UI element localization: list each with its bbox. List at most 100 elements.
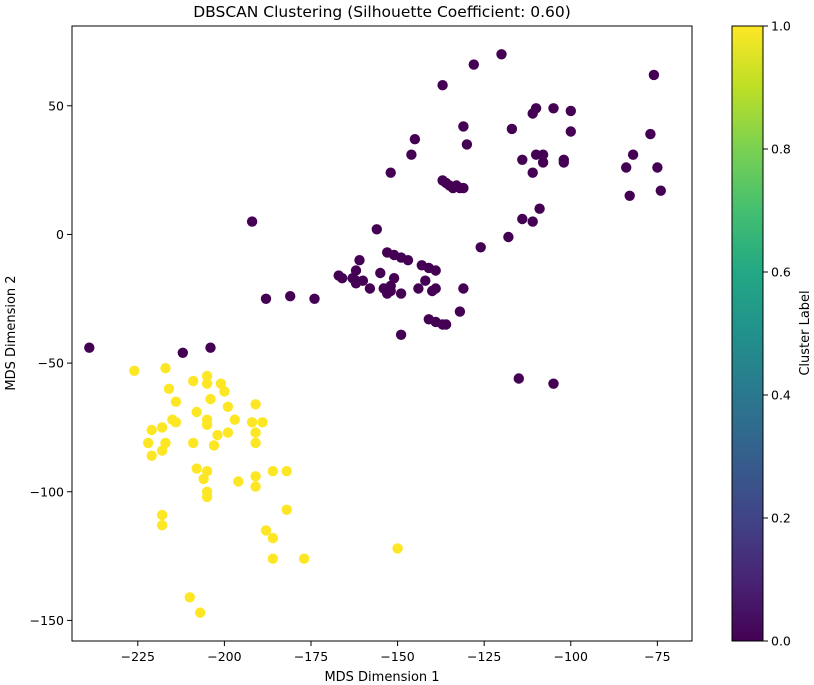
cluster-0-point-10 [506, 123, 518, 135]
cluster-0-point-38 [246, 216, 258, 227]
cluster-0-point-77 [440, 319, 452, 330]
cluster-0-point-72 [260, 293, 272, 304]
colorbar-ticks: 0.0 0.2 0.4 0.6 0.8 1.0 [763, 19, 791, 649]
cluster-0-point-9 [565, 126, 576, 137]
x-tick-label: −200 [207, 649, 241, 664]
cluster-0-point-25 [385, 167, 396, 178]
cluster-1-point-26 [143, 437, 154, 449]
colorbar-tick-label: 1.0 [771, 19, 791, 34]
cluster-0-point-68 [427, 285, 438, 297]
cluster-0-point-14 [461, 139, 473, 150]
y-tick-label: 0 [56, 227, 64, 242]
cluster-1-point-18 [257, 417, 268, 428]
cluster-0-point-62 [413, 283, 424, 294]
cluster-0-point-6 [565, 105, 576, 117]
cluster-1-point-37 [198, 473, 209, 485]
colorbar [731, 25, 764, 642]
x-tick-label: −125 [467, 649, 501, 664]
cluster-1-point-46 [267, 532, 279, 544]
cluster-1-point-28 [250, 437, 261, 449]
chart-title: DBSCAN Clustering (Silhouette Coefficien… [193, 3, 571, 21]
cluster-1-point-45 [260, 525, 272, 536]
x-tick-label: −100 [554, 649, 588, 664]
cluster-1-point-3 [201, 378, 213, 389]
colorbar-tick-label: 0.8 [771, 142, 791, 157]
cluster-1-point-20 [156, 422, 168, 433]
y-axis-ticks: −150 −100 −50 0 50 [30, 98, 72, 628]
cluster-1-point-50 [184, 592, 195, 603]
cluster-0-point-20 [537, 157, 549, 168]
cluster-0-point-39 [371, 224, 382, 235]
cluster-1-point-1 [160, 363, 171, 374]
cluster-1-point-10 [250, 399, 261, 410]
cluster-1-point-0 [129, 365, 140, 376]
cluster-1-point-19 [201, 419, 213, 430]
cluster-0-point-70 [285, 291, 296, 302]
cluster-1-point-38 [233, 476, 244, 487]
cluster-0-point-71 [309, 293, 320, 304]
scatter-points [84, 49, 666, 618]
cluster-1-point-34 [267, 466, 279, 477]
cluster-1-point-41 [201, 491, 213, 503]
cluster-0-point-21 [627, 149, 639, 160]
cluster-1-point-23 [222, 427, 234, 438]
y-tick-label: 50 [48, 98, 64, 113]
y-tick-label: −150 [30, 613, 64, 628]
cluster-0-point-1 [468, 59, 479, 70]
x-axis-ticks: −225 −200 −175 −150 −125 −100 −75 [121, 641, 671, 664]
cluster-0-point-13 [406, 149, 417, 160]
colorbar-tick-label: 0.6 [771, 265, 791, 280]
cluster-1-point-35 [281, 466, 292, 477]
cluster-0-point-45 [402, 255, 414, 266]
cluster-0-point-32 [458, 182, 469, 194]
colorbar-tick-label: 0.2 [771, 511, 791, 526]
cluster-1-point-9 [170, 396, 182, 407]
cluster-1-point-32 [191, 463, 202, 474]
cluster-0-point-35 [534, 203, 545, 214]
cluster-1-point-4 [188, 375, 199, 387]
cluster-1-point-11 [222, 401, 234, 412]
x-axis-label: MDS Dimension 1 [324, 670, 439, 685]
cluster-0-point-23 [652, 162, 663, 173]
cluster-0-point-83 [548, 378, 559, 389]
y-axis-label: MDS Dimension 2 [4, 275, 19, 390]
cluster-1-point-51 [195, 607, 206, 618]
cluster-0-point-16 [537, 149, 549, 160]
cluster-0-point-50 [375, 267, 386, 279]
cluster-0-point-2 [437, 80, 448, 91]
cluster-1-point-15 [170, 417, 182, 428]
cluster-0-point-73 [454, 306, 466, 317]
cluster-1-point-22 [250, 427, 261, 438]
y-tick-label: −100 [30, 484, 64, 499]
colorbar-tick-label: 0.4 [771, 388, 791, 403]
cluster-1-point-6 [163, 383, 175, 394]
cluster-0-point-61 [420, 275, 431, 286]
cluster-1-point-44 [156, 520, 168, 531]
cluster-0-point-67 [395, 288, 407, 299]
cluster-1-point-21 [146, 424, 157, 436]
x-tick-label: −150 [380, 649, 414, 664]
cluster-0-point-79 [205, 342, 216, 353]
cluster-0-point-11 [458, 121, 469, 132]
cluster-0-point-66 [385, 285, 396, 297]
x-tick-label: −175 [294, 649, 328, 664]
cluster-0-point-40 [503, 231, 514, 243]
cluster-0-point-60 [364, 283, 376, 294]
cluster-1-point-29 [208, 440, 220, 451]
x-tick-label: −75 [644, 649, 670, 664]
x-tick-label: −225 [121, 649, 155, 664]
cluster-1-point-27 [188, 437, 199, 449]
y-tick-label: −50 [38, 356, 64, 371]
cluster-1-point-2 [201, 370, 213, 382]
cluster-1-point-31 [146, 450, 157, 461]
cluster-0-point-80 [177, 347, 188, 358]
cluster-0-point-58 [350, 278, 362, 289]
cluster-0-point-12 [409, 134, 421, 145]
cluster-1-point-17 [246, 417, 258, 428]
cluster-0-point-8 [645, 128, 656, 140]
cluster-0-point-7 [527, 108, 538, 119]
cluster-0-point-37 [527, 216, 538, 227]
cluster-1-point-39 [250, 481, 261, 492]
cluster-1-point-30 [156, 445, 168, 456]
cluster-0-point-78 [395, 329, 407, 340]
